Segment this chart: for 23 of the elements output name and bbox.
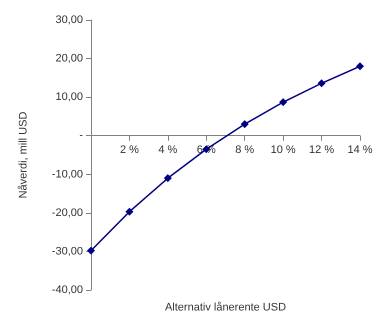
y-tick-label: 10,00 xyxy=(55,91,83,104)
y-tick-label: 20,00 xyxy=(55,52,83,65)
y-tick-label: -20,00 xyxy=(52,206,83,219)
x-tick-label: 14 % xyxy=(347,144,373,156)
point xyxy=(125,208,134,216)
y-tick-label: -30,00 xyxy=(52,245,83,258)
y-tick-label: - xyxy=(79,130,84,142)
y-tick-label: 30,00 xyxy=(55,14,83,26)
point xyxy=(318,79,326,88)
x-axis-title: Alternativ lånerente USD xyxy=(164,302,286,314)
point xyxy=(87,246,95,255)
x-tick-label: 8 % xyxy=(235,144,254,156)
point xyxy=(240,120,249,128)
y-axis-title: Nåverdi, mill USD xyxy=(18,112,30,198)
x-tick-label: 2 % xyxy=(120,144,140,156)
point xyxy=(279,98,288,106)
x-tick-label: 4 % xyxy=(158,144,178,156)
point xyxy=(164,174,172,182)
point xyxy=(356,62,364,70)
y-tick-label: -40,00 xyxy=(52,284,83,296)
y-tick-label: -10,00 xyxy=(52,168,83,180)
x-tick-label: 10 % xyxy=(270,144,296,156)
x-tick-label: 12 % xyxy=(309,144,334,156)
